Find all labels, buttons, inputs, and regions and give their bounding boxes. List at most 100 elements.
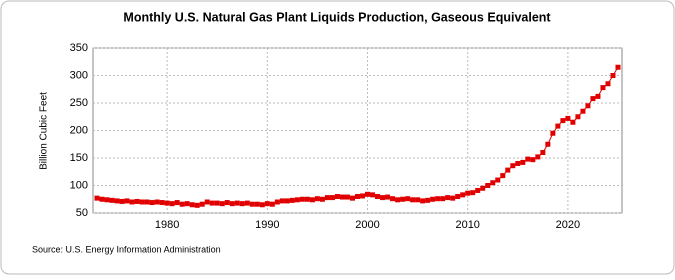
data-point [435, 196, 441, 202]
data-point [380, 195, 386, 201]
data-point [144, 199, 150, 205]
data-point [510, 163, 516, 169]
data-point [375, 194, 381, 199]
x-tick-label: 1990 [255, 219, 279, 231]
y-tick-label: 200 [70, 124, 88, 136]
x-tick-label: 2000 [355, 219, 379, 231]
data-point [164, 200, 170, 206]
x-tick-label: 2010 [455, 219, 479, 231]
data-point [324, 195, 330, 201]
data-point [370, 192, 376, 198]
data-point [575, 114, 581, 120]
x-tick-label: 2020 [556, 219, 580, 231]
data-point [279, 198, 285, 204]
data-point [550, 130, 556, 136]
data-point [224, 200, 230, 206]
data-point [495, 177, 501, 183]
data-point [590, 96, 596, 102]
data-point [555, 123, 561, 129]
data-point [114, 198, 120, 204]
data-point [415, 197, 421, 203]
data-point [204, 199, 210, 205]
data-point [289, 197, 295, 203]
data-point [440, 196, 446, 202]
data-point [189, 202, 195, 208]
data-point [360, 193, 366, 199]
data-point [365, 191, 371, 197]
data-point [239, 201, 245, 207]
data-point [610, 73, 616, 78]
data-point [565, 115, 571, 121]
data-point [395, 197, 401, 203]
data-point [385, 194, 391, 200]
data-point [470, 190, 476, 196]
data-point [450, 195, 456, 201]
data-point [274, 199, 280, 205]
data-point [129, 199, 135, 205]
data-point [430, 196, 436, 202]
y-tick-label: 100 [70, 179, 88, 191]
data-point [580, 108, 586, 114]
data-point [99, 196, 105, 202]
data-point [355, 194, 360, 199]
data-point [184, 201, 190, 207]
data-point [545, 141, 551, 147]
data-point [309, 197, 315, 203]
data-point [249, 201, 255, 207]
y-tick-label: 300 [70, 69, 88, 81]
data-point [329, 195, 335, 201]
data-point [199, 201, 205, 207]
source-note: Source: U.S. Energy Information Administ… [32, 244, 221, 254]
data-point [460, 192, 466, 198]
data-point [119, 198, 125, 204]
x-tick-label: 1980 [155, 219, 179, 231]
data-point [560, 118, 566, 124]
data-point [344, 194, 350, 200]
data-point [530, 157, 536, 163]
data-point [425, 197, 431, 203]
data-point [455, 194, 461, 199]
data-point [264, 201, 270, 207]
data-point [149, 200, 155, 206]
data-point [400, 196, 406, 202]
y-tick-label: 350 [70, 42, 88, 54]
data-point [159, 200, 165, 206]
data-point [294, 197, 300, 203]
y-tick-label: 50 [76, 207, 88, 219]
data-point [134, 198, 140, 204]
data-point [615, 64, 621, 70]
data-point [179, 201, 185, 207]
data-point [390, 196, 396, 202]
data-point [339, 194, 345, 200]
data-point [259, 202, 265, 208]
y-tick-label: 150 [70, 152, 88, 164]
data-point [244, 200, 250, 206]
data-point [169, 201, 175, 207]
data-point [139, 199, 145, 205]
data-point [124, 198, 130, 204]
data-point [319, 196, 325, 202]
data-point [269, 201, 275, 207]
data-point [174, 200, 180, 206]
data-point [104, 197, 110, 203]
data-point [254, 201, 260, 207]
data-point [475, 187, 481, 193]
data-point [485, 183, 491, 188]
y-tick-label: 250 [70, 97, 88, 109]
data-point [314, 196, 320, 202]
data-point [525, 156, 531, 162]
data-point [94, 195, 100, 201]
data-point [505, 167, 511, 173]
data-point [595, 93, 601, 99]
data-point [570, 119, 576, 125]
data-point [209, 200, 215, 206]
data-point [480, 185, 486, 191]
data-point [304, 196, 310, 202]
data-point [520, 159, 526, 165]
data-point [500, 173, 506, 179]
data-point [585, 103, 591, 109]
data-point [535, 154, 541, 160]
data-point [600, 85, 606, 91]
